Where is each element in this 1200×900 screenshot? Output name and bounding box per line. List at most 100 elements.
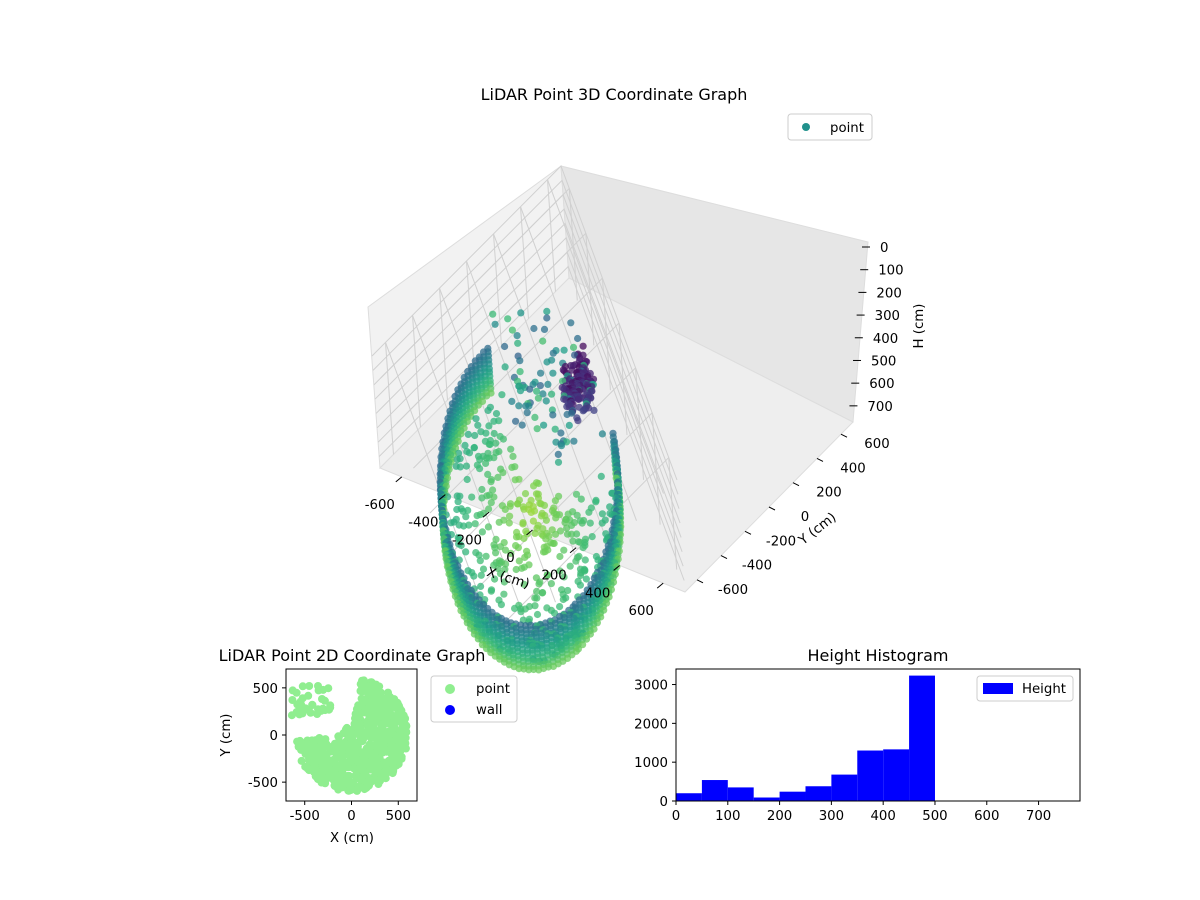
plot2d-y-ticks: 500 0 -500 [248, 682, 286, 791]
plot2d-point [334, 732, 343, 741]
grid-floor-x-6 [479, 457, 670, 648]
cloud-point [543, 358, 551, 366]
plot2d-point [380, 737, 389, 746]
cloud-point [539, 548, 548, 556]
cloud-point [552, 530, 560, 538]
y3d-tick-mark [720, 555, 728, 560]
plot2d-point [303, 746, 312, 755]
cloud-point [484, 470, 492, 478]
histogram-y-ticks: 0 1000 2000 3000 [634, 679, 676, 810]
cloud-point [542, 397, 550, 405]
z3d-tick-label: 500 [871, 354, 896, 369]
grid-left-y-6 [547, 179, 556, 292]
plot2d-point [371, 754, 380, 763]
cloud-point [472, 415, 480, 423]
grid-left-y-3 [466, 260, 475, 374]
cloud-point [533, 587, 541, 596]
cloud-point [514, 339, 522, 347]
cloud-point [570, 437, 578, 445]
plot2d-point [357, 775, 366, 784]
plot2d-point [396, 732, 404, 741]
cloud-point [520, 534, 528, 543]
cloud-point [569, 537, 577, 545]
plot2d-point [318, 757, 327, 765]
cloud-point [462, 462, 471, 470]
plot2d-point [382, 719, 391, 727]
plot2d-point [358, 765, 367, 774]
histogram-bar [779, 791, 806, 801]
cloud-point [477, 582, 485, 591]
grid-left-y-2 [439, 288, 448, 401]
plot2d-legend-point-marker [445, 684, 455, 694]
plot2d-point [371, 718, 380, 727]
cloud-point [515, 402, 523, 410]
histogram-bar [909, 675, 935, 801]
z3d-tick-label: 400 [873, 332, 898, 347]
y3d-tick-label: 0 [801, 510, 809, 525]
plot2d-point [359, 755, 368, 763]
cloud-point [473, 511, 481, 520]
cloud-point [490, 493, 498, 501]
plot2d-point [362, 744, 371, 753]
cloud-point [551, 425, 559, 433]
plot2d-point [384, 688, 392, 697]
cloud-point [478, 485, 486, 494]
grid-z-7 [378, 265, 685, 581]
cloud-point [507, 549, 515, 558]
cloud-point [534, 394, 543, 402]
plot2d-point [365, 702, 374, 711]
cloud-point [572, 490, 581, 498]
cloud-point [586, 519, 594, 527]
cloud-point [459, 507, 467, 515]
cloud-point [447, 519, 455, 527]
plot2d-legend: point wall [430, 675, 518, 723]
cloud-point [531, 413, 539, 421]
plot2d-point [320, 696, 329, 705]
x3d-tick-mark [656, 582, 664, 589]
hist-y-tick-label: 2000 [634, 717, 668, 732]
cloud-point [557, 442, 566, 450]
cloud-point [477, 571, 485, 579]
cloud-point [579, 544, 587, 552]
cloud-point [508, 397, 516, 405]
cloud-point [496, 570, 505, 578]
cloud-point [539, 390, 547, 398]
plot2d-point [397, 754, 406, 763]
cloud-point [549, 539, 557, 548]
plot2d-point [389, 767, 398, 775]
plot3d-legend-marker [802, 123, 810, 131]
histogram-bar [701, 780, 728, 801]
cloud-point [563, 524, 571, 532]
plot2d-point [360, 708, 369, 717]
cloud-point [496, 543, 504, 551]
plot2d-point [338, 781, 347, 790]
cloud-point [512, 533, 521, 541]
plot2d-point [345, 771, 354, 780]
plot3d-x-ticks: -600 -400 -200 0 200 400 600 [365, 476, 664, 619]
x3d-tick-label: 200 [541, 569, 566, 584]
cloud-point [464, 430, 472, 438]
plot2d-point [331, 748, 340, 757]
cloud-point [484, 406, 492, 415]
cloud-point [525, 402, 533, 410]
plot2d-point [388, 744, 397, 753]
plot2d-point [392, 702, 401, 711]
cloud-point [516, 368, 524, 376]
y3d-tick-mark [744, 530, 752, 535]
cloud-point [501, 505, 509, 513]
hist-y-tick-label: 1000 [634, 756, 668, 771]
cloud-point [533, 425, 541, 433]
plot2d-title: LiDAR Point 2D Coordinate Graph [219, 646, 486, 665]
grid-z-0 [371, 165, 678, 481]
cloud-point [485, 505, 493, 513]
cloud-point [453, 505, 461, 514]
cloud-point [538, 589, 546, 597]
cloud-point [494, 473, 502, 481]
cloud-point [514, 544, 523, 552]
plot2d-point [309, 741, 318, 750]
cloud-point [476, 456, 484, 464]
y3d-tick-label: -400 [742, 559, 772, 574]
plot2d-point [349, 764, 358, 773]
y2d-tick-label: -500 [248, 776, 278, 791]
cloud-point [501, 342, 509, 351]
